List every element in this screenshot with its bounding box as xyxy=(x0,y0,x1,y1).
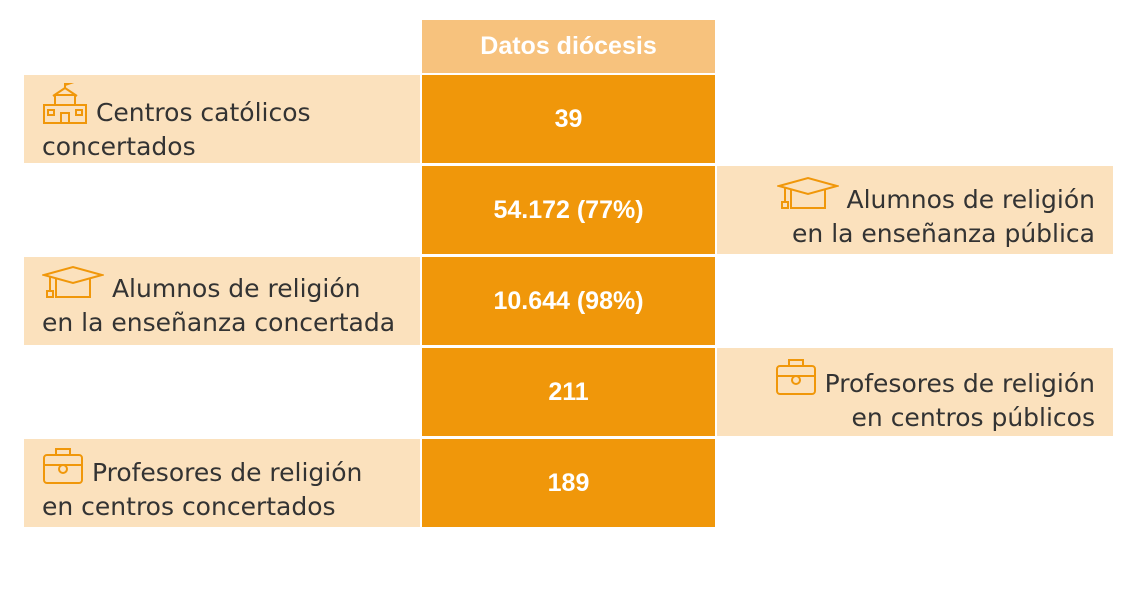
value-teachers-concertada: 189 xyxy=(422,439,715,527)
value-students-concertada: 10.644 (98%) xyxy=(422,257,715,345)
graduation-cap-icon xyxy=(776,176,839,212)
table-header: Datos diócesis xyxy=(422,20,715,73)
label-line-2: en la enseñanza concertada xyxy=(42,308,396,337)
label-line-2: en centros públicos xyxy=(851,403,1095,432)
value-students-public: 54.172 (77%) xyxy=(422,166,715,254)
label-line-1: Profesores de religión xyxy=(91,458,363,487)
label-students-concertada: Alumnos de religión en la enseñanza conc… xyxy=(24,257,420,345)
value-catholic-schools: 39 xyxy=(422,75,715,163)
briefcase-icon xyxy=(42,447,84,485)
label-line-1: Centros católicos xyxy=(95,98,311,127)
label-line-2: en centros concertados xyxy=(42,492,336,521)
label-teachers-public: Profesores de religión en centros públic… xyxy=(717,348,1113,436)
school-building-icon xyxy=(42,83,88,125)
label-line-1: Alumnos de religión xyxy=(846,185,1095,214)
label-teachers-concertada: Profesores de religión en centros concer… xyxy=(24,439,420,527)
label-line-1: Alumnos de religión xyxy=(111,274,361,303)
graduation-cap-icon xyxy=(42,265,104,301)
label-catholic-schools: Centros católicos concertados xyxy=(24,75,420,163)
label-line-2: en la enseñanza pública xyxy=(792,219,1095,248)
label-students-public: Alumnos de religión en la enseñanza públ… xyxy=(717,166,1113,254)
label-line-2: concertados xyxy=(42,132,196,161)
label-line-1: Profesores de religión xyxy=(824,369,1095,398)
value-teachers-public: 211 xyxy=(422,348,715,436)
briefcase-icon xyxy=(775,358,817,396)
